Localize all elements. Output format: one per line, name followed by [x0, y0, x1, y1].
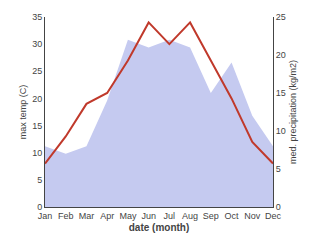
- svg-text:20: 20: [32, 94, 42, 104]
- svg-text:0: 0: [37, 202, 42, 212]
- svg-text:med. precipitation (kg/m2): med. precipitation (kg/m2): [288, 60, 298, 164]
- svg-text:Feb: Feb: [58, 211, 74, 221]
- svg-text:Jun: Jun: [141, 211, 156, 221]
- svg-text:Apr: Apr: [100, 211, 114, 221]
- svg-text:Aug: Aug: [182, 211, 198, 221]
- svg-text:15: 15: [276, 88, 286, 98]
- svg-text:Oct: Oct: [225, 211, 240, 221]
- svg-text:May: May: [119, 211, 137, 221]
- svg-text:25: 25: [276, 12, 286, 22]
- svg-text:Nov: Nov: [244, 211, 261, 221]
- svg-text:30: 30: [32, 39, 42, 49]
- svg-text:Jan: Jan: [38, 211, 53, 221]
- svg-text:max temp (C): max temp (C): [18, 85, 28, 140]
- svg-text:20: 20: [276, 50, 286, 60]
- svg-text:25: 25: [32, 66, 42, 76]
- svg-text:10: 10: [32, 148, 42, 158]
- svg-text:5: 5: [37, 175, 42, 185]
- svg-text:35: 35: [32, 12, 42, 22]
- svg-text:Dec: Dec: [265, 211, 282, 221]
- svg-text:0: 0: [276, 202, 281, 212]
- svg-text:15: 15: [32, 121, 42, 131]
- svg-text:Jul: Jul: [164, 211, 176, 221]
- svg-text:5: 5: [276, 164, 281, 174]
- svg-text:Mar: Mar: [79, 211, 95, 221]
- svg-text:10: 10: [276, 126, 286, 136]
- svg-text:date (month): date (month): [129, 222, 190, 233]
- svg-text:Sep: Sep: [203, 211, 219, 221]
